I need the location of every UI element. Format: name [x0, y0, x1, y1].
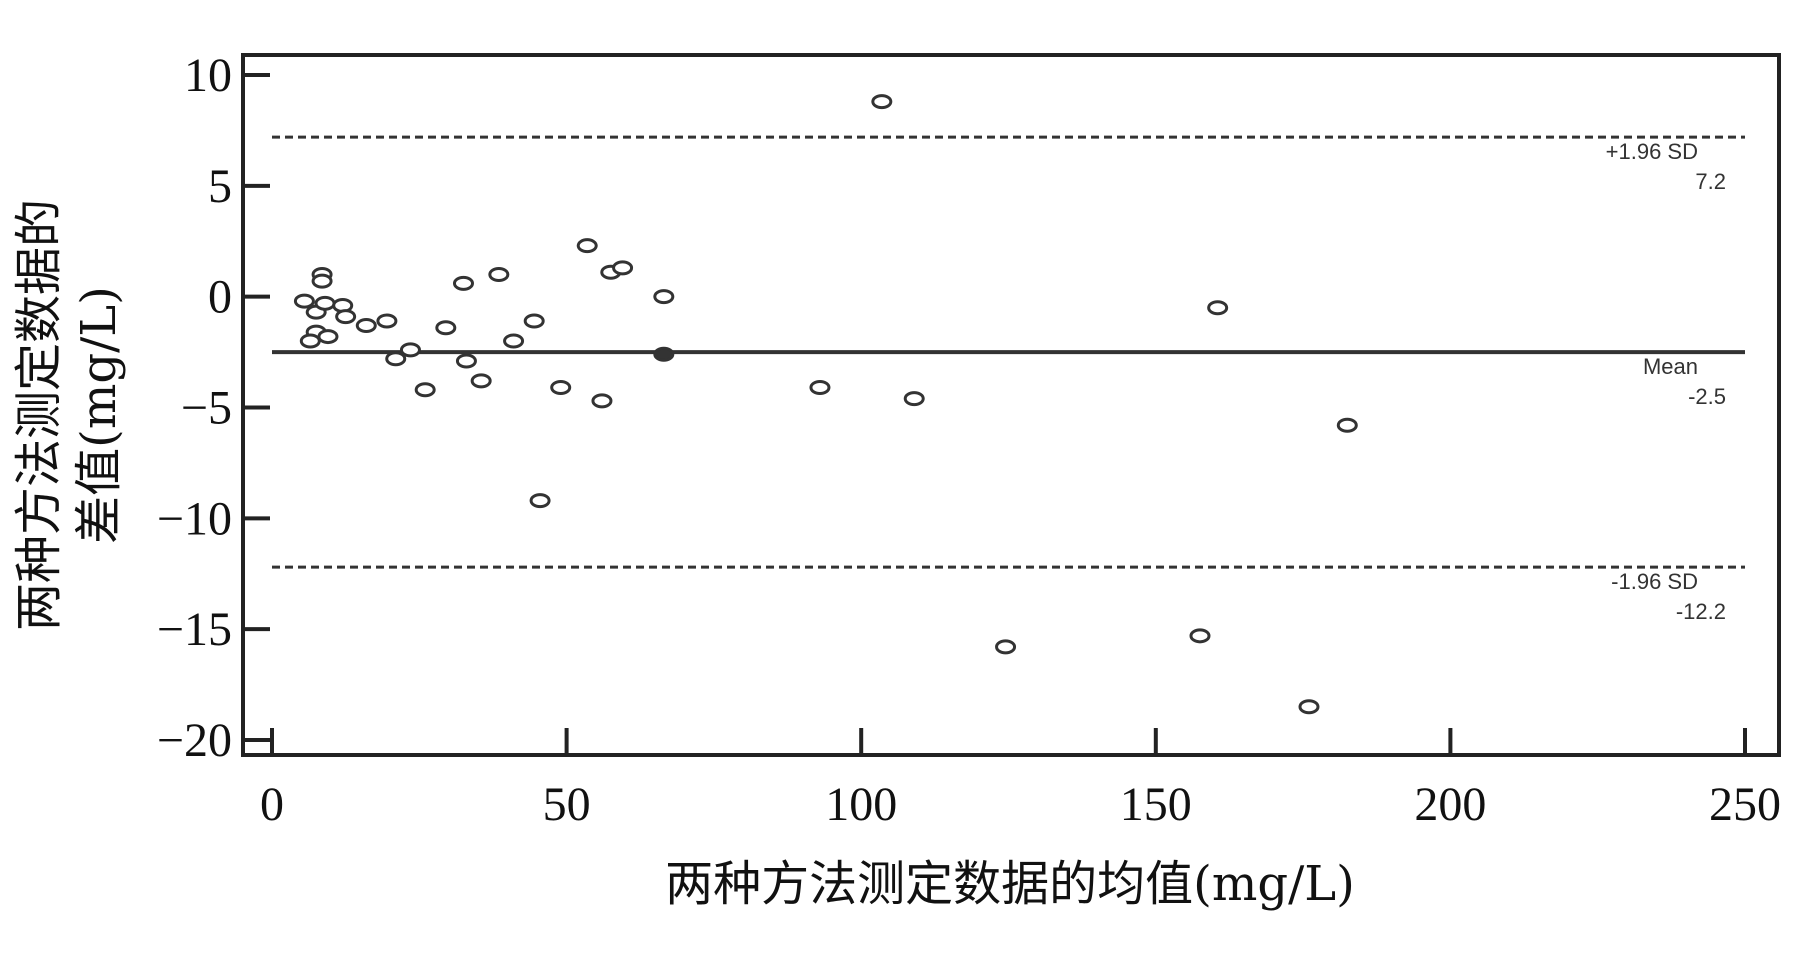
y-axis-title-line1: 两种方法测定数据的 [11, 199, 67, 631]
data-point [470, 373, 492, 389]
y-tick-label: −5 [181, 382, 232, 435]
y-tick-label: −20 [157, 714, 232, 767]
data-point [612, 260, 634, 276]
y-axis-ticks: 10 5 0 −5 −10 −15 −20 [157, 49, 270, 767]
y-axis-title-line2: 差值(mg/L) [71, 286, 127, 544]
x-tick-label: 0 [260, 778, 284, 831]
y-tick-label: 0 [208, 271, 232, 324]
y-tick-label: 10 [184, 49, 232, 102]
data-point [591, 393, 613, 409]
y-tick-label: −15 [157, 603, 232, 656]
data-point [293, 293, 315, 309]
data-point [311, 273, 333, 289]
data-point [414, 382, 436, 398]
reference-line-label: Mean [1643, 354, 1698, 379]
data-point [529, 493, 551, 509]
x-tick-label: 100 [825, 778, 897, 831]
data-point [503, 333, 525, 349]
data-point [299, 333, 321, 349]
y-axis-title: 两种方法测定数据的 差值(mg/L) [11, 199, 127, 631]
data-point [435, 320, 457, 336]
data-point [335, 309, 357, 325]
data-point [653, 346, 675, 362]
x-tick-label: 250 [1709, 778, 1781, 831]
data-point [576, 238, 598, 254]
data-points [293, 94, 1358, 715]
data-point [809, 380, 831, 396]
data-point [452, 275, 474, 291]
data-point [399, 342, 421, 358]
y-tick-label: 5 [208, 160, 232, 213]
reference-line-value: 7.2 [1695, 169, 1726, 194]
data-point [550, 380, 572, 396]
data-point [385, 351, 407, 367]
data-point [1207, 300, 1229, 316]
x-tick-label: 200 [1414, 778, 1486, 831]
data-point [314, 295, 336, 311]
data-point [523, 313, 545, 329]
data-point [903, 391, 925, 407]
x-axis-title: 两种方法测定数据的均值(mg/L) [665, 856, 1355, 912]
x-axis-ticks: 0 50 100 150 200 250 [260, 728, 1781, 831]
data-point [488, 267, 510, 282]
x-tick-label: 150 [1120, 778, 1192, 831]
data-point [355, 317, 377, 333]
data-point [653, 289, 675, 305]
data-point [376, 313, 398, 329]
data-point [1298, 699, 1320, 715]
data-point [455, 353, 477, 369]
data-point [317, 329, 339, 345]
reference-line-label: +1.96 SD [1606, 139, 1698, 164]
y-tick-label: −10 [157, 492, 232, 545]
x-tick-label: 50 [543, 778, 591, 831]
plot-frame [241, 53, 1781, 757]
data-point [1189, 628, 1211, 644]
data-point [871, 94, 893, 110]
reference-line-value: -12.2 [1676, 599, 1726, 624]
data-point [995, 639, 1017, 655]
data-point [1336, 417, 1358, 433]
reference-line-label: -1.96 SD [1611, 569, 1698, 594]
reference-line-value: -2.5 [1688, 384, 1726, 409]
reference-lines: +1.96 SD 7.2 Mean -2.5 -1.96 SD -12.2 [272, 135, 1745, 624]
